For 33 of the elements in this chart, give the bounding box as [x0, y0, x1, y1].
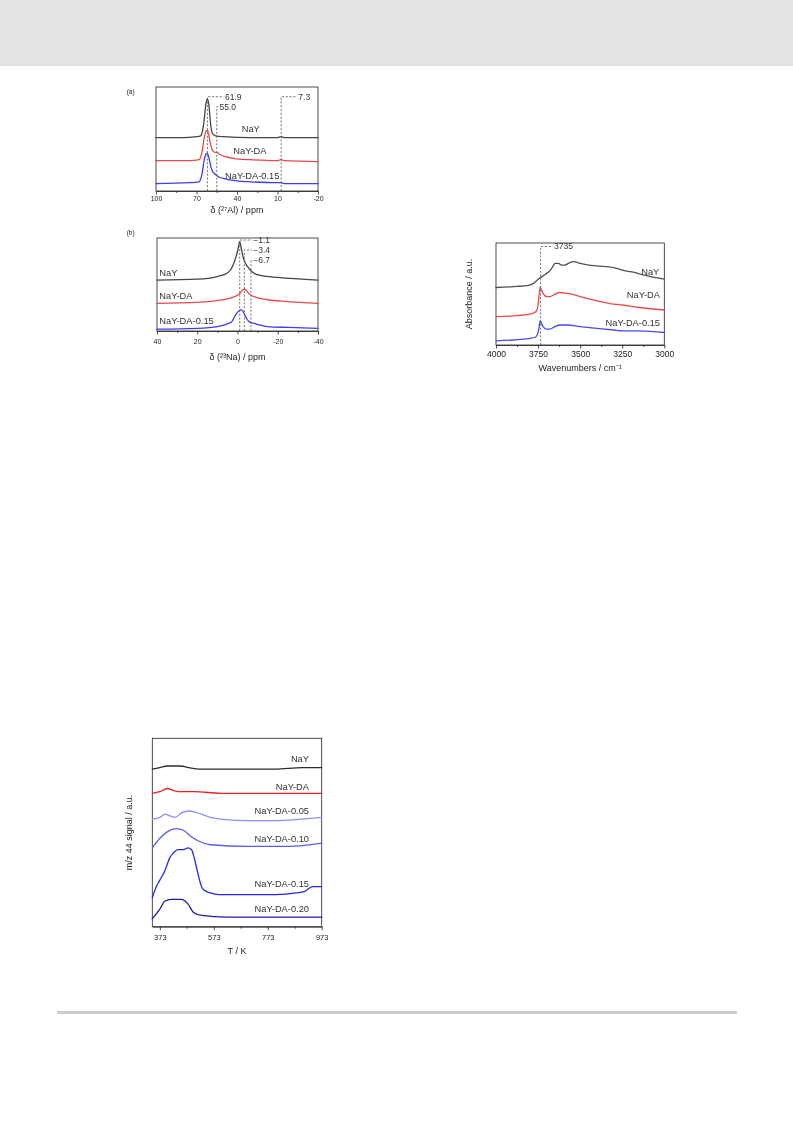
x-tick-label: 3250 [613, 348, 633, 359]
series-label: NaY-DA-0.15 [605, 317, 660, 328]
series-label: NaY [241, 123, 260, 134]
series-label: NaY [641, 266, 660, 277]
series-label: NaY-DA [275, 781, 310, 792]
ref-line-label: 7.3 [298, 91, 311, 102]
x-tick-label: 3500 [571, 348, 591, 359]
series-label: NaY-DA [626, 289, 661, 300]
ref-line-label: 55.0 [219, 101, 237, 112]
series-label: NaY-DA-0.15 [254, 878, 309, 889]
y-axis-title: m/z 44 signal / a.u. [124, 794, 135, 871]
series-label: NaY-DA [233, 145, 268, 156]
y-axis-title: Absorbance / a.u. [464, 258, 475, 330]
series-label: NaY-DA-0.15 [159, 316, 214, 327]
x-tick-label: 3000 [655, 348, 675, 359]
x-tick-label: 4000 [487, 348, 507, 359]
ref-line-label: 3735 [554, 241, 574, 252]
x-axis-title: T / K [227, 946, 247, 957]
series-label: NaY-DA [159, 291, 194, 302]
series-label: NaY-DA-0.20 [254, 903, 309, 914]
x-tick-label: 3750 [529, 348, 549, 359]
ref-line-label: −6.7 [253, 254, 271, 265]
series-label: NaY [290, 754, 309, 765]
ref-line-label: 61.9 [225, 91, 242, 102]
series-label: NaY [159, 267, 178, 278]
series-label: NaY-DA-0.10 [254, 833, 309, 844]
series-label: NaY-DA-0.05 [254, 806, 309, 817]
ref-line-label: −3.4 [253, 244, 271, 255]
x-axis-title: δ (²³Na) / ppm [209, 351, 266, 362]
series-label: NaY-DA-0.15 [225, 170, 280, 181]
x-axis-title: Wavenumbers / cm⁻¹ [538, 362, 622, 373]
x-axis-title: δ (²⁷Al) / ppm [210, 204, 264, 215]
ref-line-label: −1.1 [253, 234, 271, 245]
